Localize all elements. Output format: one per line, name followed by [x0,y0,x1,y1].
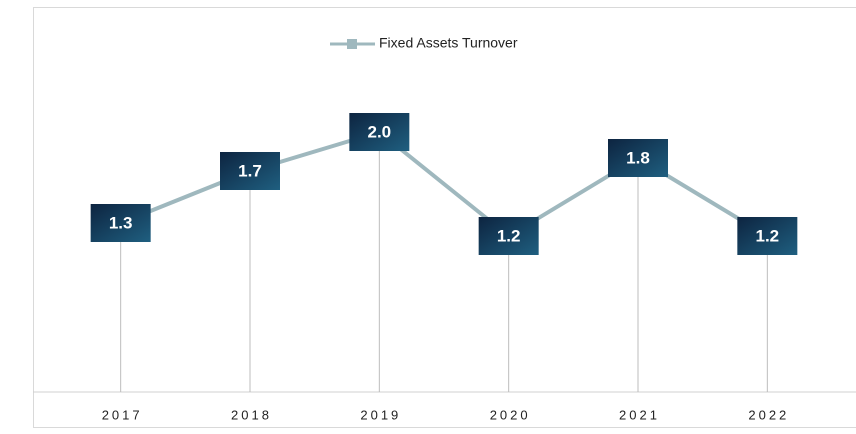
data-label-box [90,204,151,242]
x-tick-label: 2020 [490,407,531,422]
data-label: 1.8 [626,148,650,167]
data-label: 1.3 [109,213,133,232]
series-line [119,130,769,238]
legend-label: Fixed Assets Turnover [379,35,518,51]
x-tick-label: 2021 [619,407,660,422]
data-label-box [478,217,539,255]
x-tick-label: 2018 [231,407,272,422]
x-tick-label: 2022 [748,407,789,422]
data-label: 1.2 [497,226,521,245]
data-label-box [220,152,280,190]
x-tick-label: 2017 [102,407,143,422]
data-label-box [349,113,410,151]
data-label: 1.7 [238,161,262,180]
data-label: 2.0 [368,122,392,141]
x-tick-label: 2019 [360,407,401,422]
data-label-box [608,139,668,177]
chart-border [33,7,856,428]
data-label-box [737,217,798,255]
data-label: 1.2 [756,226,780,245]
legend-marker [347,39,357,49]
